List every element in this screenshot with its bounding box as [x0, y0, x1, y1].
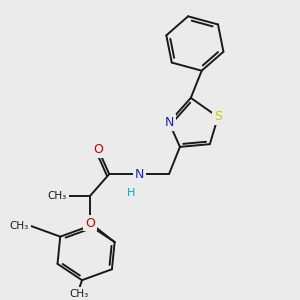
Text: CH₃: CH₃ — [10, 221, 29, 231]
Text: N: N — [134, 168, 144, 181]
Text: N: N — [164, 116, 174, 129]
Text: CH₃: CH₃ — [70, 289, 89, 299]
Text: S: S — [214, 110, 222, 124]
Text: CH₃: CH₃ — [48, 191, 67, 201]
Text: O: O — [93, 143, 103, 156]
Text: O: O — [85, 217, 95, 230]
Text: H: H — [127, 188, 135, 198]
